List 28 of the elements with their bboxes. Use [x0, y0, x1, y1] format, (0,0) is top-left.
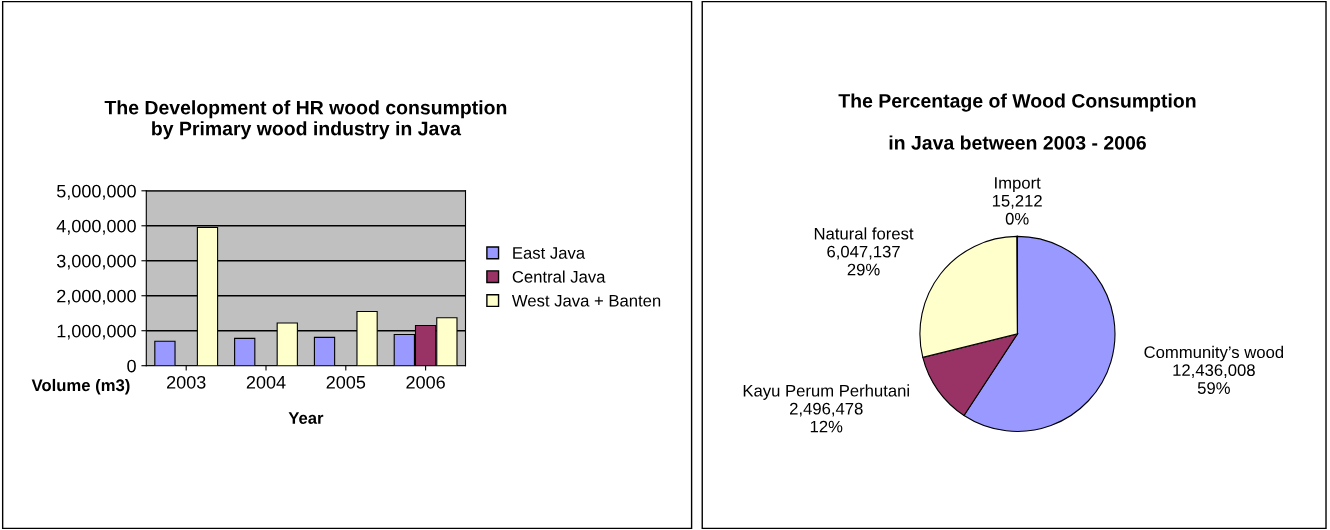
slice-label: Import	[995, 177, 1041, 193]
legend-label: East Java	[513, 247, 586, 259]
bar	[154, 340, 176, 366]
bar	[313, 336, 336, 366]
data-label: 6,047,137 29%	[827, 245, 900, 276]
y-tick-label: 3,000,000	[56, 254, 136, 270]
y-tick-label: 2,000,000	[57, 289, 136, 305]
slice-label: Kayu Perum Perhutani	[743, 384, 909, 400]
x-tick-label: 2006	[406, 375, 445, 389]
legend-label: West Java + Banten	[511, 294, 661, 307]
slice-label: Community’s wood	[1144, 345, 1284, 362]
x-tick-label: 2004	[246, 375, 286, 389]
chart-title: The Development of HR wood consumption by Primary wood industry in Java	[104, 100, 507, 140]
x-tick-label: 2003	[167, 375, 206, 389]
x-tick-label: 2005	[326, 375, 366, 389]
data-label: 12,436,008 59%	[1173, 364, 1255, 394]
y-tick-label: 5,000,000	[56, 184, 136, 200]
slice-label: Natural forest	[814, 227, 914, 240]
chart-title: The Percentage of Wood Consumption in Java between 2003 - 2006	[838, 93, 1196, 150]
y-tick-label: 0	[127, 359, 136, 373]
y-axis-title: Volume (m3)	[31, 378, 130, 395]
y-tick-label: 1,000,000	[57, 324, 136, 340]
y-tick-label: 4,000,000	[56, 219, 136, 235]
legend-label: Central Java	[512, 270, 606, 283]
data-label: 2,496,478 12%	[790, 402, 863, 433]
bar	[234, 337, 256, 366]
data-label: 15,212 0%	[992, 194, 1042, 225]
x-axis-title: Year	[288, 412, 324, 424]
